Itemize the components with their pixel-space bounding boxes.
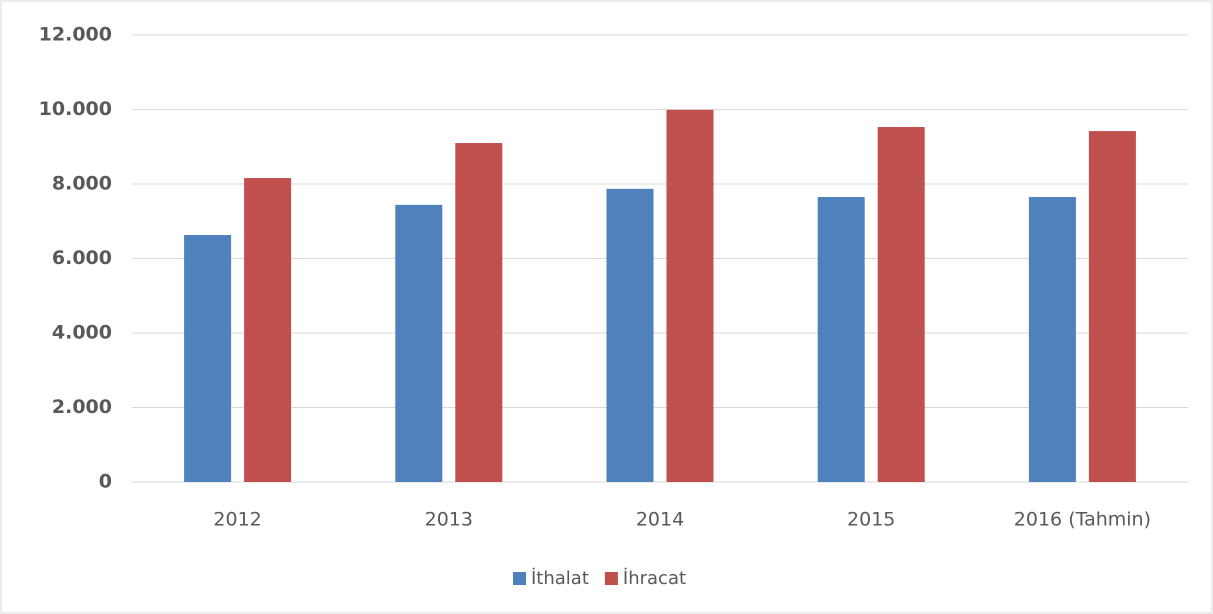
x-tick-label: 2013 [425, 509, 473, 531]
x-tick-label: 2015 [847, 509, 895, 531]
y-tick-label: 2.000 [52, 396, 112, 418]
bar [455, 143, 503, 482]
y-tick-label: 12.000 [39, 24, 112, 46]
legend-label: İhracat [623, 568, 686, 589]
bar [666, 109, 714, 482]
y-tick-label: 0 [99, 471, 112, 493]
bar [817, 197, 865, 482]
y-tick-label: 8.000 [52, 173, 112, 195]
y-tick-label: 6.000 [52, 247, 112, 269]
y-tick-label: 4.000 [52, 322, 112, 344]
legend-swatch [513, 572, 526, 585]
bar [1028, 197, 1076, 482]
bar [184, 235, 232, 482]
x-tick-label: 2012 [213, 509, 261, 531]
bar [395, 204, 443, 483]
y-tick-label: 10.000 [39, 98, 112, 120]
bar [877, 127, 925, 482]
bar [244, 178, 292, 483]
legend-label: İthalat [531, 568, 589, 589]
bar [606, 188, 654, 482]
x-tick-label: 2014 [636, 509, 684, 531]
bar [1088, 131, 1136, 483]
legend-swatch [604, 572, 618, 585]
x-tick-label: 2016 (Tahmin) [1014, 509, 1151, 531]
